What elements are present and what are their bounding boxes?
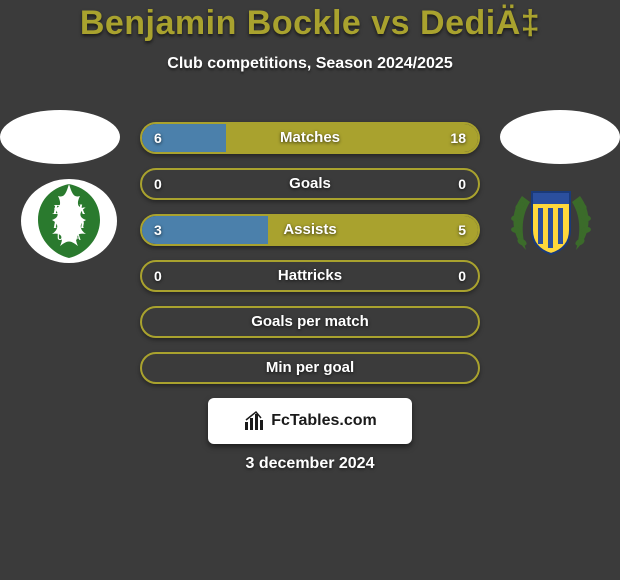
stat-label: Hattricks xyxy=(142,262,478,290)
club-logo-right xyxy=(502,178,600,264)
footer-brand-badge: FcTables.com xyxy=(208,398,412,444)
stat-row: Assists3 5 xyxy=(140,214,480,246)
page-title: Benjamin Bockle vs DediÄ‡ xyxy=(0,0,620,43)
logo-text-3: UMEÅ xyxy=(57,233,81,242)
stat-value-right: 5 xyxy=(458,216,466,244)
stats-list: Matches618Goals00Assists35Hattricks00Goa… xyxy=(140,122,480,398)
stat-label: Min per goal xyxy=(142,354,478,382)
stat-value-right: 0 xyxy=(458,170,466,198)
stat-value-right: 0 xyxy=(458,262,466,290)
avatar-placeholder-left xyxy=(0,110,120,164)
subtitle: Club competitions, Season 2024/2025 xyxy=(0,55,620,73)
stat-label: Matches xyxy=(142,124,478,152)
stat-value-left: 0 xyxy=(154,170,162,198)
stat-value-left: 6 xyxy=(154,124,162,152)
stat-label: Goals per match xyxy=(142,308,478,336)
stat-row: Matches6 18 xyxy=(140,122,480,154)
stat-row: Goals per match xyxy=(140,306,480,338)
stat-row: Min per goal xyxy=(140,352,480,384)
footer-brand-text: FcTables.com xyxy=(271,412,377,430)
logo-text-2: löven xyxy=(53,217,84,232)
stat-label: Assists xyxy=(142,216,478,244)
logo-text-1: Björk xyxy=(52,203,86,218)
stat-value-left: 0 xyxy=(154,262,162,290)
stat-value-left: 3 xyxy=(154,216,162,244)
avatar-placeholder-right xyxy=(500,110,620,164)
club-logo-left: Björk löven UMEÅ xyxy=(20,178,118,264)
stat-row: Goals0 0 xyxy=(140,168,480,200)
stat-label: Goals xyxy=(142,170,478,198)
footer-date: 3 december 2024 xyxy=(0,455,620,473)
stat-value-right: 18 xyxy=(450,124,466,152)
stat-row: Hattricks0 0 xyxy=(140,260,480,292)
comparison-card: Benjamin Bockle vs DediÄ‡ Club competiti… xyxy=(0,0,620,580)
chart-icon xyxy=(243,410,265,432)
